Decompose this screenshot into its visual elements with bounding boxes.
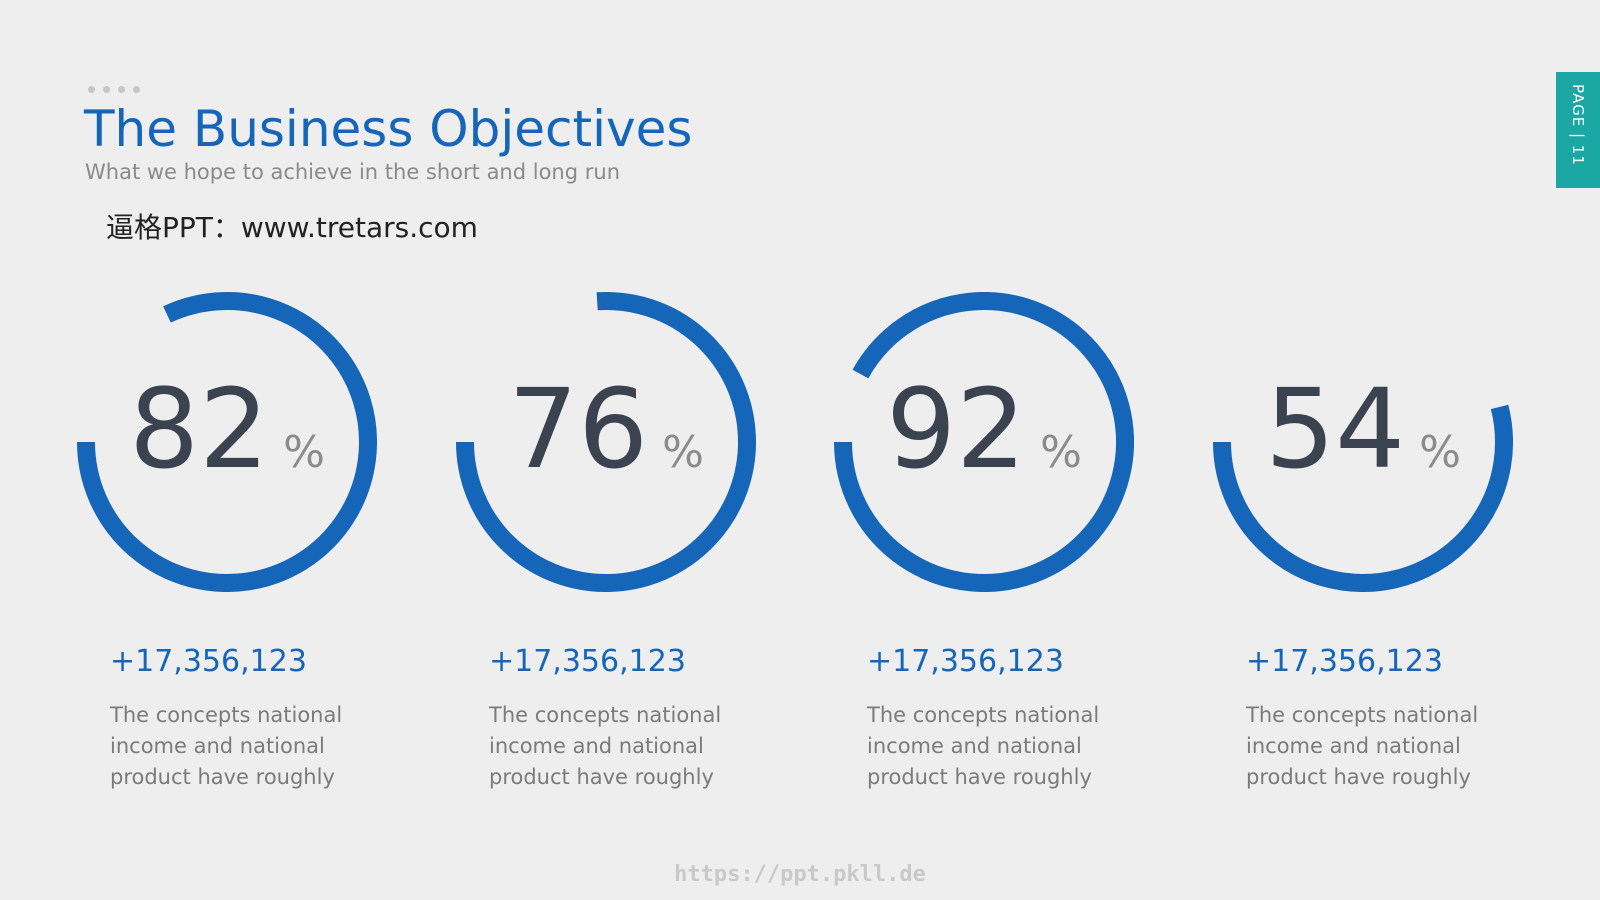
page-number-tab: PAGE | 11 xyxy=(1556,72,1600,188)
dot xyxy=(118,86,125,93)
dot xyxy=(133,86,140,93)
stat-panel: 92 % +17,356,123 The concepts national i… xyxy=(834,292,1134,792)
percentage-value: 92 xyxy=(886,365,1027,493)
progress-ring xyxy=(456,292,756,592)
percentage-sign: % xyxy=(662,427,704,478)
progress-ring xyxy=(1213,404,1513,592)
stat-panel: 82 % +17,356,123 The concepts national i… xyxy=(77,292,377,792)
stat-description: The concepts national income and nationa… xyxy=(110,703,343,789)
stat-description: The concepts national income and nationa… xyxy=(867,703,1100,789)
progress-arc xyxy=(1213,404,1513,592)
progress-arc xyxy=(77,292,377,592)
percentage-value: 82 xyxy=(129,365,270,493)
footer-url: https://ppt.pkll.de xyxy=(674,862,926,887)
progress-arc xyxy=(834,292,1134,592)
page-number-label: PAGE | 11 xyxy=(1569,84,1587,166)
stat-delta: +17,356,123 xyxy=(867,644,1064,679)
progress-arc xyxy=(456,292,756,592)
percentage-sign: % xyxy=(283,427,325,478)
percentage-sign: % xyxy=(1419,427,1461,478)
progress-ring xyxy=(77,292,377,592)
percentage-value: 54 xyxy=(1265,365,1406,493)
percentage-value: 76 xyxy=(508,365,649,493)
page-subtitle: What we hope to achieve in the short and… xyxy=(85,160,620,184)
percentage-display: 92 % xyxy=(834,374,1134,484)
progress-ring xyxy=(834,292,1134,592)
page-title: The Business Objectives xyxy=(84,100,693,158)
percentage-display: 82 % xyxy=(77,374,377,484)
dot xyxy=(103,86,110,93)
percentage-display: 76 % xyxy=(456,374,756,484)
stat-panel: 76 % +17,356,123 The concepts national i… xyxy=(456,292,756,792)
stat-description: The concepts national income and nationa… xyxy=(489,703,722,789)
watermark-text: 逼格PPT：www.tretars.com xyxy=(106,211,478,244)
percentage-display: 54 % xyxy=(1213,374,1513,484)
percentage-sign: % xyxy=(1040,427,1082,478)
stat-delta: +17,356,123 xyxy=(489,644,686,679)
decorative-dots xyxy=(88,86,140,93)
stat-delta: +17,356,123 xyxy=(1246,644,1443,679)
stat-panel: 54 % +17,356,123 The concepts national i… xyxy=(1213,292,1513,792)
stat-delta: +17,356,123 xyxy=(110,644,307,679)
dot xyxy=(88,86,95,93)
stat-description: The concepts national income and nationa… xyxy=(1246,703,1479,789)
